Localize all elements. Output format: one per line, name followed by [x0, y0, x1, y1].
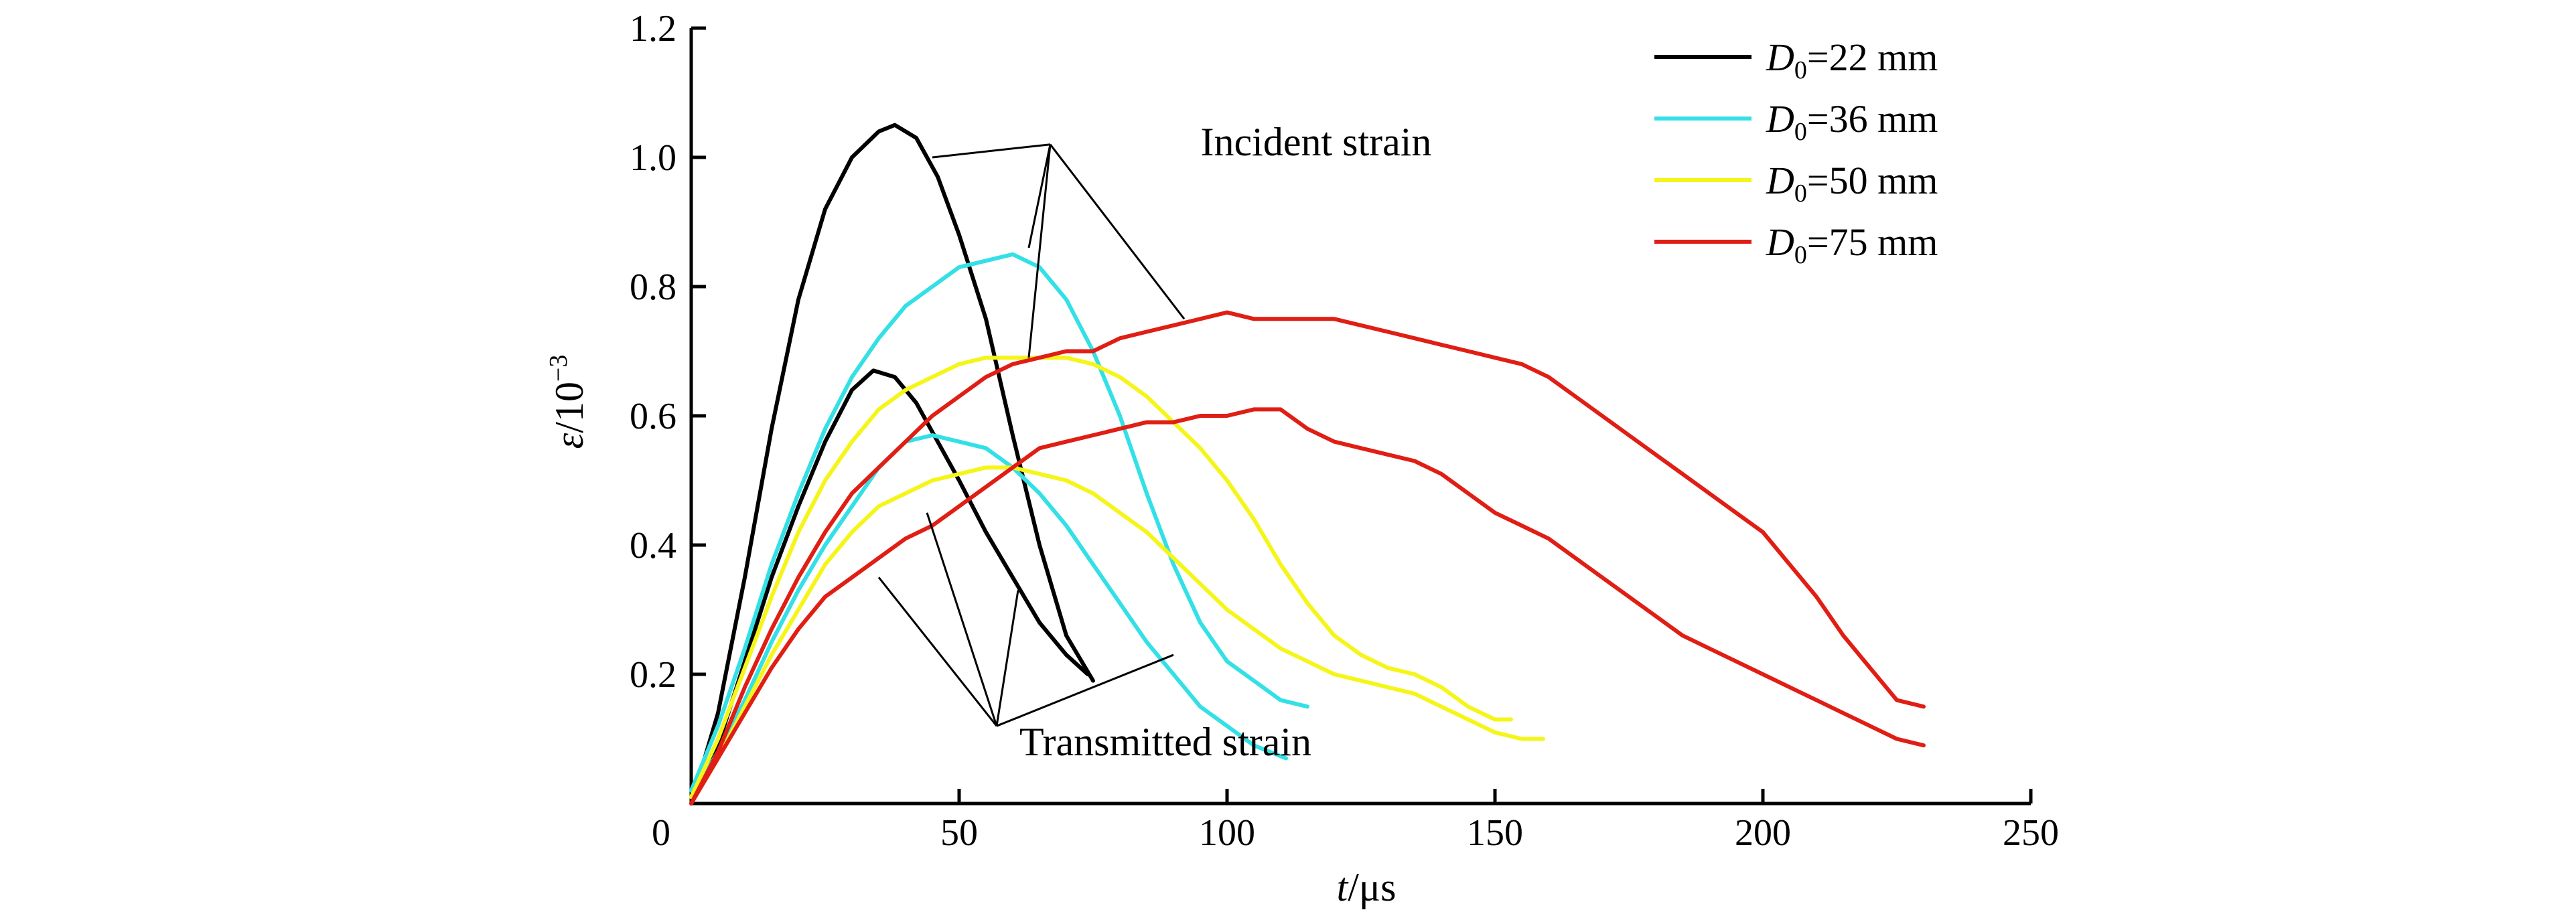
x-axis-unit: /μs	[1348, 865, 1396, 909]
x-tick-label: 150	[1467, 812, 1523, 854]
tick-labels: 0 50 100 150 200 250 0.2 0.4 0.6 0.8 1.0 1.2	[630, 8, 2059, 854]
annotations: Incident strain Transmitted strain	[877, 120, 1432, 764]
series-1-transmitted-line	[689, 368, 1090, 806]
x-tick-label: 100	[1199, 812, 1255, 854]
series-3-transmitted-line	[689, 465, 1545, 806]
legend-entry-2: D0=36 mm	[1766, 97, 1938, 146]
x-tick-label: 200	[1735, 812, 1791, 854]
transmitted-leader-line	[877, 577, 998, 727]
x-axis-var: t	[1337, 865, 1349, 909]
series-2-incident-line	[689, 252, 1309, 793]
series-lines	[689, 123, 1926, 806]
y-axis-label: ε/10−3	[545, 355, 591, 449]
y-tick-label: 1.2	[630, 8, 676, 50]
series-4-transmitted-line	[689, 407, 1926, 806]
incident-strain-label: Incident strain	[1201, 120, 1432, 164]
y-axis-exponent: −3	[545, 355, 573, 382]
legend: D0=22 mm D0=36 mm D0=50 mm D0=75 mm	[1654, 35, 1938, 269]
legend-entry-1: D0=22 mm	[1766, 35, 1938, 84]
y-axis-unit: /10	[547, 382, 591, 433]
x-tick-label: 250	[2003, 812, 2059, 854]
transmitted-strain-label: Transmitted strain	[1019, 720, 1311, 764]
incident-leader-line	[1027, 144, 1052, 248]
y-axis-var: ε	[547, 433, 591, 449]
x-tick-label: 50	[940, 812, 978, 854]
y-tick-label: 1.0	[630, 137, 676, 179]
x-tick-label: 0	[652, 812, 670, 854]
y-tick-label: 0.4	[630, 525, 676, 566]
series-1-incident-line	[689, 123, 1095, 806]
x-axis-label: t/μs	[1337, 865, 1397, 909]
y-tick-label: 0.6	[630, 396, 676, 437]
y-tick-label: 0.8	[630, 266, 676, 308]
transmitted-leader-line	[996, 654, 1174, 727]
incident-leader-line	[932, 143, 1051, 159]
series-2-transmitted-line	[689, 433, 1288, 799]
transmitted-leader-line	[926, 512, 998, 727]
legend-entry-3: D0=50 mm	[1766, 159, 1938, 208]
incident-leader-line	[1049, 143, 1186, 320]
series-4-incident-line	[689, 310, 1926, 806]
series-3-incident-line	[689, 356, 1513, 799]
incident-leader-line	[1027, 144, 1052, 358]
axes	[689, 26, 2033, 806]
transmitted-leader-line	[995, 590, 1019, 727]
y-tick-label: 0.2	[630, 654, 676, 696]
legend-entry-4: D0=75 mm	[1766, 220, 1938, 269]
